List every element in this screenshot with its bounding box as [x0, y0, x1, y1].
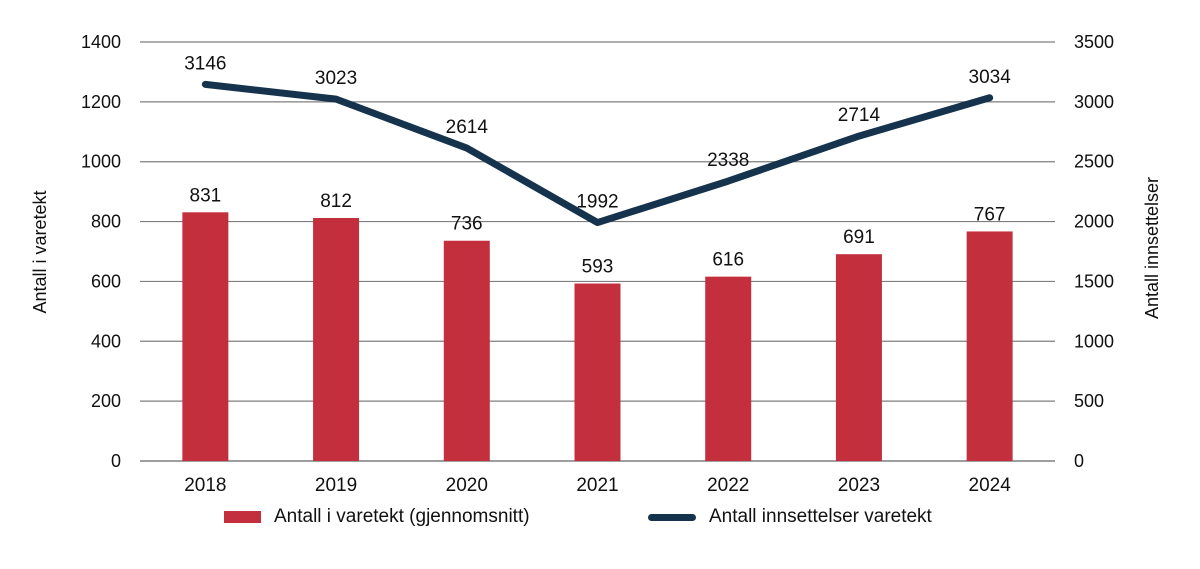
- legend-label-varetekt: Antall i varetekt (gjennomsnitt): [274, 506, 530, 527]
- bar-value-label: 616: [712, 250, 744, 271]
- left-axis-tick: 200: [91, 391, 121, 411]
- right-axis-tick: 2000: [1074, 212, 1114, 232]
- bar-2020: [443, 240, 490, 461]
- left-axis-tick: 600: [91, 271, 121, 291]
- bar-value-label: 767: [974, 204, 1006, 225]
- right-axis-title: Antall innsettelser: [1142, 177, 1162, 319]
- legend-item-varetekt: Antall i varetekt (gjennomsnitt): [224, 506, 530, 528]
- bar-value-label: 691: [843, 227, 875, 248]
- bar-2024: [966, 231, 1013, 461]
- x-axis-label-2024: 2024: [969, 475, 1012, 496]
- line-value-label: 3146: [184, 53, 226, 74]
- line-swatch-icon: [648, 513, 696, 521]
- line-value-label: 3034: [969, 67, 1012, 88]
- left-axis-title: Antall i varetekt: [30, 190, 50, 313]
- bar-swatch-icon: [224, 511, 261, 523]
- bar-value-label: 812: [320, 191, 352, 212]
- bar-value-label: 593: [582, 257, 614, 278]
- line-value-label: 2614: [446, 117, 489, 138]
- chart-legend: Antall i varetekt (gjennomsnitt) Antall …: [0, 506, 1200, 536]
- line-value-label: 2338: [707, 150, 749, 171]
- bar-value-label: 831: [190, 185, 222, 206]
- right-axis-tick: 0: [1074, 451, 1084, 471]
- bar-2023: [835, 254, 882, 461]
- legend-label-innsettelser: Antall innsettelser varetekt: [709, 506, 932, 527]
- x-axis-label-2019: 2019: [315, 475, 357, 496]
- left-axis-tick: 1000: [81, 152, 121, 172]
- right-axis-tick: 500: [1074, 391, 1104, 411]
- line-value-label: 3023: [315, 68, 357, 89]
- right-axis-tick: 3500: [1074, 32, 1114, 52]
- line-series: [201, 80, 994, 227]
- bar-2019: [313, 217, 360, 461]
- left-axis-tick: 1400: [81, 32, 121, 52]
- left-axis-tick: 1200: [81, 92, 121, 112]
- x-axis-label-2020: 2020: [446, 475, 488, 496]
- x-axis-label-2021: 2021: [576, 475, 618, 496]
- x-axis-label-2022: 2022: [707, 475, 749, 496]
- right-axis-tick: 1000: [1074, 331, 1114, 351]
- combo-chart: 0 0 200 500 400 1000 600 1500 800 2000 1000 2500 120…: [30, 32, 1162, 496]
- left-axis-tick: 0: [111, 451, 121, 471]
- bar-2021: [574, 283, 621, 461]
- right-axis-tick: 3000: [1074, 92, 1114, 112]
- left-axis-tick: 400: [91, 331, 121, 351]
- bar-value-label: 736: [451, 214, 483, 235]
- right-axis-tick: 1500: [1074, 271, 1114, 291]
- bar-2018: [182, 212, 229, 461]
- left-axis-tick: 800: [91, 212, 121, 232]
- x-axis-label-2018: 2018: [184, 475, 226, 496]
- line-value-label: 1992: [576, 192, 618, 213]
- right-axis-tick: 2500: [1074, 152, 1114, 172]
- legend-item-innsettelser: Antall innsettelser varetekt: [648, 506, 932, 528]
- line-value-label: 2714: [838, 105, 881, 126]
- bar-2022: [705, 276, 752, 461]
- x-axis-label-2023: 2023: [838, 475, 880, 496]
